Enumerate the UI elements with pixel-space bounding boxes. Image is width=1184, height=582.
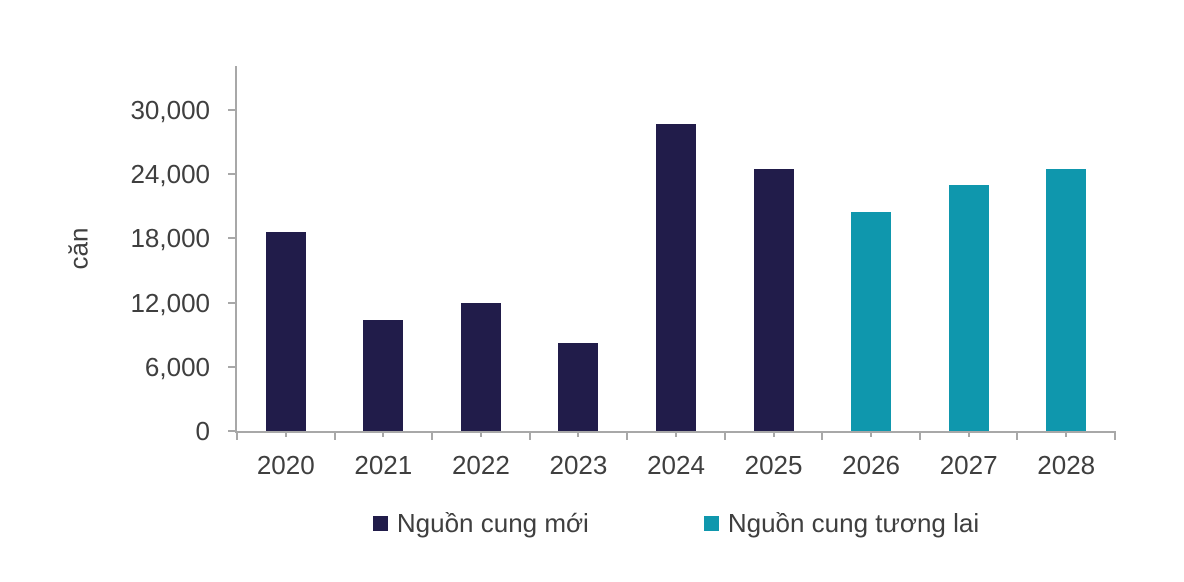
y-axis-tick-label: 24,000: [130, 159, 210, 190]
y-axis-tick-label: 6,000: [144, 351, 210, 382]
x-axis-tick-label: 2021: [354, 450, 413, 480]
x-axis-tick: [821, 431, 824, 440]
x-axis-minor-tick: [675, 431, 677, 437]
x-axis-tick-label: 2020: [256, 450, 315, 480]
bar-2022: [460, 302, 501, 431]
x-axis-minor-tick: [479, 431, 482, 437]
x-axis-tick: [528, 431, 531, 440]
x-axis-tick: [723, 431, 726, 440]
x-axis-tick-label: 2023: [549, 450, 608, 480]
x-axis-tick: [431, 431, 434, 440]
legend-item-nguon-cung-moi: Nguồn cung mới: [372, 507, 589, 539]
x-axis-minor-tick: [382, 431, 385, 437]
y-axis-tick-label: 0: [195, 416, 210, 446]
bar-2026: [851, 211, 892, 431]
y-axis-title: căn: [63, 227, 94, 269]
x-axis-minor-tick: [284, 431, 287, 437]
bar-2023: [558, 343, 599, 431]
bar-2021: [363, 319, 404, 431]
x-axis-tick: [1016, 431, 1019, 440]
y-axis-tick: [228, 108, 237, 111]
x-axis-tick-label: 2025: [744, 450, 803, 480]
y-axis-tick: [228, 430, 237, 432]
bar-2025: [753, 168, 794, 431]
x-axis-minor-tick: [870, 431, 873, 437]
bar-2028: [1046, 168, 1087, 431]
x-axis-tick-label: 2026: [842, 450, 901, 480]
x-axis-tick: [1114, 431, 1116, 440]
x-axis-minor-tick: [577, 431, 580, 437]
x-axis-minor-tick: [1065, 431, 1068, 437]
y-axis-tick: [228, 237, 237, 240]
x-axis-tick: [236, 431, 238, 440]
legend-item-nguon-cung-tuong-lai: Nguồn cung tương lai: [703, 507, 980, 539]
x-axis-tick: [333, 431, 336, 440]
bar-2020: [265, 231, 306, 431]
x-axis-tick: [626, 431, 629, 440]
x-axis-tick-label: 2024: [647, 450, 705, 480]
y-axis-line: [235, 66, 237, 433]
x-axis-tick-label: 2022: [451, 450, 510, 480]
y-axis-tick: [228, 365, 237, 368]
legend-swatch-nguon-cung-tuong-lai: [703, 515, 719, 531]
x-axis-tick: [918, 431, 921, 440]
bar-2027: [948, 184, 989, 431]
legend-label-nguon-cung-moi: Nguồn cung mới: [396, 508, 589, 538]
legend-label-nguon-cung-tuong-lai: Nguồn cung tương lai: [727, 508, 980, 538]
y-axis-tick-label: 30,000: [130, 94, 210, 125]
y-axis-tick-label: 18,000: [130, 223, 210, 254]
y-axis-tick-label: 12,000: [130, 287, 210, 318]
bar-2024: [656, 123, 696, 431]
y-axis-tick: [228, 173, 237, 176]
chart-legend: Nguồn cung mới Nguồn cung tương lai: [237, 505, 1115, 541]
y-axis-tick: [228, 301, 237, 304]
x-axis-tick-label: 2027: [939, 450, 998, 480]
plot-area: 0 6,000 12,000 18,000 24,000 30,000 2020 2021 20…: [130, 66, 1116, 480]
x-axis-tick-label: 2028: [1037, 450, 1096, 480]
x-axis-minor-tick: [967, 431, 970, 437]
legend-swatch-nguon-cung-moi: [372, 515, 388, 531]
x-axis-minor-tick: [772, 431, 775, 437]
